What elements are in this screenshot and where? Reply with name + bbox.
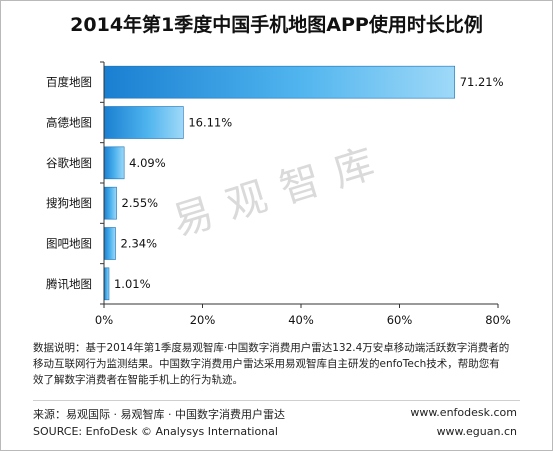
x-tick-label: 20% (190, 313, 216, 327)
x-tick-label: 0% (95, 313, 113, 327)
x-tick-label: 80% (485, 313, 511, 327)
data-label: 71.21% (460, 75, 504, 89)
chart-title: 2014年第1季度中国手机地图APP使用时长比例 (70, 14, 483, 36)
data-label: 16.11% (188, 116, 232, 130)
data-label: 4.09% (129, 156, 166, 170)
source-cn: 来源：易观国际 · 易观智库 · 中国数字消费用户雷达 (33, 408, 285, 421)
bar-4 (103, 186, 117, 220)
bar-6 (103, 267, 110, 301)
data-note-line2: 移动互联网行为监测结果。中国数字消费用户雷达采用易观智库自主研发的enfoTec… (33, 358, 500, 370)
category-label: 腾讯地图 (46, 277, 92, 291)
footer-divider (33, 400, 520, 401)
category-label: 谷歌地图 (46, 156, 92, 170)
url-eguan[interactable]: www.eguan.cn (436, 425, 517, 438)
data-note-line3: 效了解数字消费者在智能手机上的行为轨迹。 (33, 374, 243, 386)
bar-1 (103, 65, 456, 99)
category-label: 百度地图 (46, 75, 92, 89)
data-label: 2.34% (121, 237, 158, 251)
x-tick-label: 60% (387, 313, 413, 327)
data-label: 2.55% (122, 196, 159, 210)
bar-2 (103, 106, 184, 139)
category-label: 图吧地图 (46, 237, 92, 251)
bar-5 (103, 227, 116, 260)
x-tick-label: 40% (288, 313, 314, 327)
bar-3 (103, 146, 125, 180)
source-en: SOURCE: EnfoDesk © Analysys Internationa… (33, 425, 278, 438)
url-enfodesk[interactable]: www.enfodesk.com (410, 406, 517, 419)
axes-group: 0% 20% 40% 60% 80% (95, 61, 511, 327)
category-label: 搜狗地图 (46, 196, 92, 210)
category-label: 高德地图 (46, 116, 92, 130)
bars-group: 百度地图 71.21% 高德地图 16.11% 谷歌地图 4.09% 搜狗地图 2.55% 图吧… (46, 65, 504, 301)
data-note-line1: 数据说明：基于2014年第1季度易观智库·中国数字消费用户雷达132.4万安卓移… (33, 342, 510, 354)
data-label: 1.01% (114, 277, 151, 291)
